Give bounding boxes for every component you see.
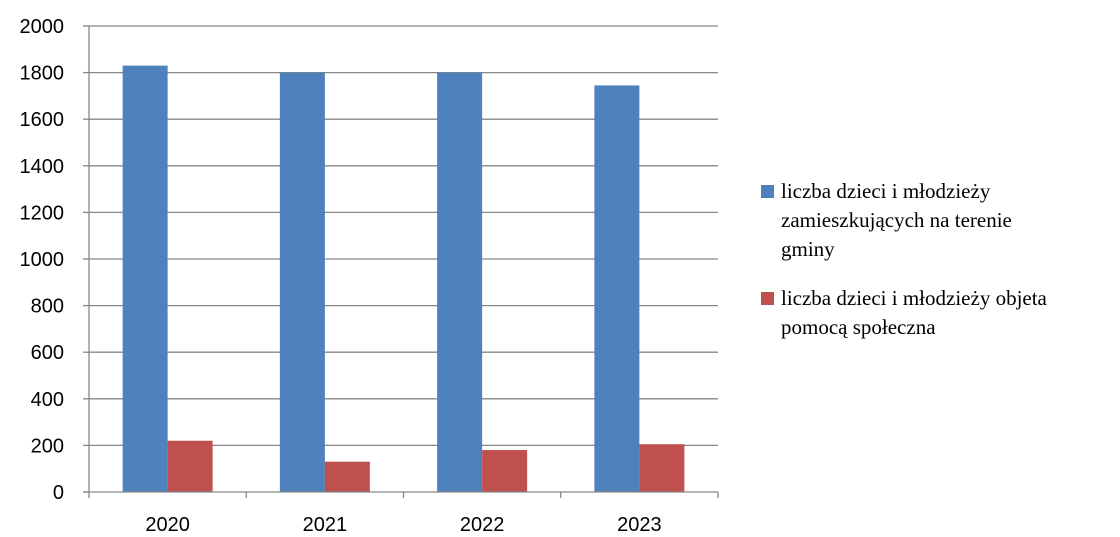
bar-residents-2021 [279, 72, 325, 492]
gridlines [89, 25, 718, 447]
bar-assisted-2020 [167, 440, 213, 492]
legend-label: liczba dzieci i młodzieży [781, 179, 991, 203]
x-tick-label: 2020 [145, 514, 190, 536]
y-tick-label: 200 [31, 435, 64, 457]
y-tick-label: 1200 [20, 202, 65, 224]
bars [122, 65, 685, 493]
y-tick-label: 2000 [20, 16, 65, 38]
y-tick-label: 0 [53, 482, 64, 504]
bar-residents-2023 [594, 85, 640, 492]
bar-residents-2022 [437, 72, 483, 492]
y-tick-label: 1000 [20, 249, 65, 271]
bar-assisted-2021 [324, 461, 370, 492]
legend-label: gminy [781, 237, 835, 261]
legend-label: zamieszkujących na terenie [781, 208, 1012, 232]
x-tick-label: 2023 [617, 514, 662, 536]
x-tick-labels: 2020 2021 2022 2023 [145, 514, 661, 536]
y-tick-label: 400 [31, 389, 64, 411]
x-tick-label: 2022 [460, 514, 505, 536]
bar-assisted-2022 [482, 450, 528, 492]
x-tick-label: 2021 [303, 514, 348, 536]
y-tick-label: 1400 [20, 156, 65, 178]
y-tick-label: 1800 [20, 63, 65, 85]
y-tick-labels: 0 200 400 600 800 1000 1200 1400 1600 1800 2000 [20, 16, 65, 504]
legend-swatch-residents [761, 185, 774, 198]
legend-label: liczba dzieci i młodzieży objeta [781, 286, 1048, 310]
legend-label: pomocą społeczna [781, 315, 936, 339]
legend: liczba dzieci i młodzieży zamieszkujących… [761, 179, 1048, 339]
legend-swatch-assisted [761, 292, 774, 305]
bar-assisted-2023 [639, 444, 685, 492]
y-tick-label: 800 [31, 296, 64, 318]
axes [83, 25, 719, 498]
y-tick-label: 1600 [20, 109, 65, 131]
bar-residents-2020 [122, 65, 168, 493]
y-tick-label: 600 [31, 342, 64, 364]
